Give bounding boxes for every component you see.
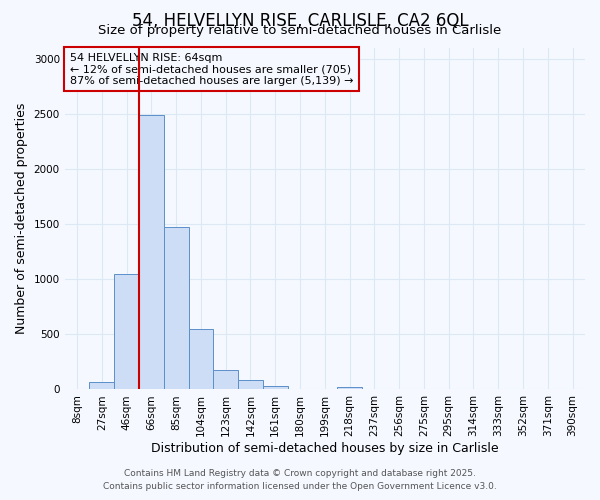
Bar — [263, 386, 287, 390]
Text: Size of property relative to semi-detached houses in Carlisle: Size of property relative to semi-detach… — [98, 24, 502, 37]
Bar — [164, 228, 188, 390]
Bar — [114, 274, 139, 390]
Bar — [214, 370, 238, 390]
Bar — [89, 382, 114, 390]
Text: 54, HELVELLYN RISE, CARLISLE, CA2 6QL: 54, HELVELLYN RISE, CARLISLE, CA2 6QL — [131, 12, 469, 30]
Bar — [139, 115, 164, 390]
Bar — [337, 388, 362, 390]
X-axis label: Distribution of semi-detached houses by size in Carlisle: Distribution of semi-detached houses by … — [151, 442, 499, 455]
Text: 54 HELVELLYN RISE: 64sqm
← 12% of semi-detached houses are smaller (705)
87% of : 54 HELVELLYN RISE: 64sqm ← 12% of semi-d… — [70, 52, 353, 86]
Text: Contains HM Land Registry data © Crown copyright and database right 2025.
Contai: Contains HM Land Registry data © Crown c… — [103, 470, 497, 491]
Bar — [188, 329, 214, 390]
Bar — [238, 380, 263, 390]
Y-axis label: Number of semi-detached properties: Number of semi-detached properties — [15, 103, 28, 334]
